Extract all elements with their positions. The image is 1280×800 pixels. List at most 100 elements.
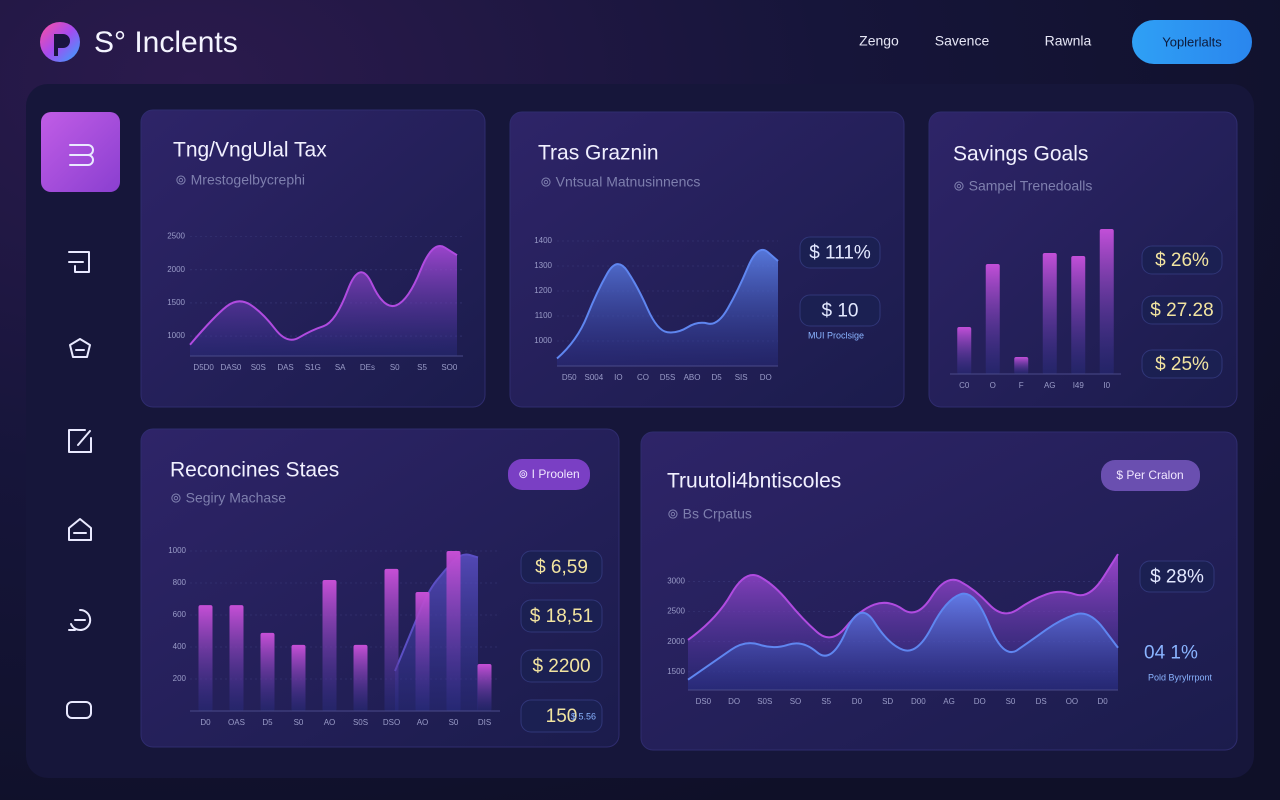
x-tick-label: DS <box>1036 697 1047 706</box>
stat-note: $ 5.56 <box>571 711 596 721</box>
y-tick-label: 800 <box>173 578 187 587</box>
x-tick-label: AG <box>943 697 955 706</box>
bar <box>1014 357 1029 374</box>
panel-subtitle: ⊚ Mrestogelbycrephi <box>175 172 305 188</box>
x-tick-label: SD <box>882 697 893 706</box>
x-tick-label: AG <box>1044 381 1056 390</box>
x-tick-label: C0 <box>959 381 970 390</box>
y-tick-label: 1000 <box>168 546 186 555</box>
icon[interactable] <box>68 608 92 631</box>
x-tick-label: ABO <box>684 373 701 382</box>
x-tick-label: S004 <box>584 373 603 382</box>
x-tick-label: DEs <box>360 363 375 372</box>
chart: 1000 1500 2000 2500 D5D0 DAS0 S0S DAS S1G SA DEs S0… <box>167 232 463 372</box>
stat-pill <box>799 236 881 269</box>
nav-link[interactable]: Zengo <box>859 33 899 49</box>
x-tick-label: D00 <box>911 697 926 706</box>
stat-pill <box>1141 295 1223 325</box>
bar <box>353 644 368 711</box>
bar <box>322 579 337 711</box>
stat-value: $ 2200 <box>532 656 590 677</box>
bar <box>384 568 399 711</box>
header-button-label[interactable]: Yoplerlalts <box>1162 34 1222 49</box>
stat-value: $ 28% <box>1150 567 1204 588</box>
badge[interactable] <box>508 459 590 490</box>
x-tick-label: SO0 <box>441 363 458 372</box>
bar <box>198 605 213 711</box>
x-tick-label: IO <box>614 373 622 382</box>
panel-subtitle: ⊚ Sampel Trenedoalls <box>953 178 1092 194</box>
x-tick-label: S5 <box>821 697 831 706</box>
x-tick-label: S5 <box>417 363 427 372</box>
x-tick-label: S0S <box>353 718 368 727</box>
x-tick-label: S0S <box>251 363 266 372</box>
panel-title: Truutoli4bntiscoles <box>667 470 841 493</box>
bar <box>1099 229 1114 374</box>
y-tick-label: 1000 <box>167 331 185 340</box>
stat-value: $ 27.28 <box>1150 300 1213 321</box>
icon[interactable] <box>68 518 92 541</box>
x-tick-label: AO <box>324 718 336 727</box>
badge-label[interactable]: ⊚ I Proolen <box>518 467 579 481</box>
stat-note: MUI Proclsige <box>808 330 864 340</box>
stat-pill <box>799 294 881 327</box>
x-tick-label: SA <box>335 363 346 372</box>
line <box>687 553 1119 641</box>
stat-pill <box>520 550 603 584</box>
x-tick-label: D5 <box>262 718 273 727</box>
y-tick-label: 1200 <box>534 286 552 295</box>
x-tick-label: DAS0 <box>220 363 241 372</box>
y-tick-label: 2500 <box>167 232 185 241</box>
badge[interactable] <box>1101 460 1200 491</box>
bar <box>415 591 430 711</box>
x-tick-label: D0 <box>852 697 863 706</box>
stat-pill <box>520 599 603 633</box>
area <box>557 249 778 366</box>
line <box>556 248 779 360</box>
y-tick-label: 1500 <box>667 667 685 676</box>
nav-link[interactable]: Rawnla <box>1045 33 1092 49</box>
bar <box>1071 256 1086 374</box>
panel-title: Tras Graznin <box>538 142 659 165</box>
sidebar-item-active[interactable] <box>41 112 120 192</box>
x-tick-label: I0 <box>1103 381 1110 390</box>
chart: 1000 1100 1200 1300 1400 D50 S004 IO CO D5S ABO D5 S… <box>534 236 779 382</box>
x-tick-label: D5D0 <box>193 363 214 372</box>
stat-note: Pold Byrylrrpont <box>1148 672 1213 682</box>
y-tick-label: 600 <box>173 610 187 619</box>
stat-value: $ 111% <box>809 243 871 264</box>
icon[interactable] <box>68 429 92 453</box>
y-tick-label: 2000 <box>667 637 685 646</box>
nav-link[interactable]: Savence <box>935 33 990 49</box>
y-tick-label: 1500 <box>167 298 185 307</box>
stat-pill <box>1141 245 1223 275</box>
stat-pill <box>1141 349 1223 379</box>
x-tick-label: CO <box>637 373 649 382</box>
bar <box>1042 253 1057 374</box>
area <box>190 246 457 356</box>
badge-label[interactable]: $ Per Cralon <box>1116 468 1183 482</box>
icon[interactable] <box>69 144 94 166</box>
header-button[interactable] <box>1132 20 1252 64</box>
x-tick-label: D5 <box>711 373 722 382</box>
bar <box>291 644 306 711</box>
line <box>687 592 1119 681</box>
stat-pill <box>520 699 603 733</box>
y-tick-label: 2500 <box>667 607 685 616</box>
x-tick-label: D0 <box>1098 697 1109 706</box>
brand: S° Inclents <box>94 26 238 59</box>
x-tick-label: DAS <box>277 363 293 372</box>
x-tick-label: DIS <box>478 718 491 727</box>
icon[interactable] <box>66 701 92 719</box>
y-tick-label: 200 <box>173 674 187 683</box>
icon[interactable] <box>69 338 91 358</box>
x-tick-label: AO <box>417 718 429 727</box>
panel-title: Reconcines Staes <box>170 459 339 482</box>
chart: 200 400 600 800 1000 D0 OAS D5 S0 AO S0S DSO AO S0 DIS <box>168 546 500 727</box>
bar <box>957 327 972 374</box>
x-tick-label: S0 <box>294 718 304 727</box>
icon[interactable] <box>68 251 90 273</box>
y-tick-label: 1100 <box>535 311 553 320</box>
y-tick-label: 1300 <box>534 261 552 270</box>
